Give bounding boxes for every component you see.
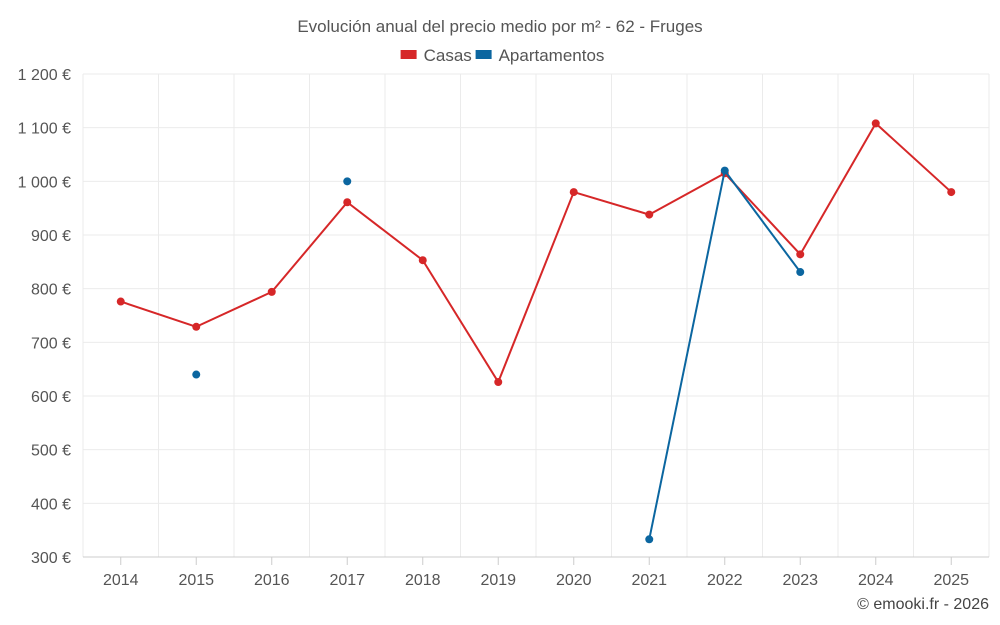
series-line-segment bbox=[573, 191, 650, 216]
y-tick-label: 1 000 € bbox=[18, 174, 71, 191]
y-tick-label: 400 € bbox=[31, 496, 71, 513]
series-line-segment bbox=[497, 191, 575, 383]
grid bbox=[82, 73, 990, 557]
data-point bbox=[645, 535, 654, 544]
y-tick-label: 1 200 € bbox=[18, 67, 71, 84]
x-tick-label: 2021 bbox=[631, 572, 667, 589]
series-line-segment bbox=[421, 259, 500, 383]
data-point bbox=[947, 188, 956, 197]
data-point bbox=[871, 119, 880, 128]
y-tick-label: 600 € bbox=[31, 389, 71, 406]
series-line-segment bbox=[270, 201, 349, 293]
y-tick-label: 700 € bbox=[31, 335, 71, 352]
legend-label: Apartamentos bbox=[499, 46, 605, 65]
legend-swatch bbox=[475, 50, 492, 59]
y-tick-label: 300 € bbox=[31, 550, 71, 567]
x-tick-label: 2020 bbox=[556, 572, 592, 589]
series-layer bbox=[116, 119, 956, 544]
series-line-segment bbox=[648, 172, 726, 216]
data-point bbox=[494, 378, 503, 387]
data-point bbox=[192, 370, 201, 379]
legend: Casas Apartamentos bbox=[400, 46, 605, 65]
series-line-segment bbox=[195, 290, 273, 328]
y-tick-label: 500 € bbox=[31, 443, 71, 460]
data-point bbox=[796, 250, 805, 259]
axes: 300 € 400 € 500 € 600 € 700 € 800 € 900 € 1 000… bbox=[18, 67, 989, 589]
x-tick-label: 2018 bbox=[405, 572, 441, 589]
legend-item-apartamentos[interactable]: Apartamentos bbox=[475, 46, 605, 65]
y-tick-label: 1 100 € bbox=[18, 121, 71, 138]
x-tick-label: 2022 bbox=[707, 572, 743, 589]
data-point bbox=[343, 177, 352, 186]
data-point bbox=[343, 198, 352, 207]
x-tick-label: 2014 bbox=[103, 572, 139, 589]
series-line-segment bbox=[875, 122, 952, 193]
x-tick-label: 2016 bbox=[254, 572, 290, 589]
data-point bbox=[116, 297, 125, 306]
x-tick-label: 2025 bbox=[933, 572, 969, 589]
data-point bbox=[267, 287, 276, 296]
x-tick-label: 2019 bbox=[480, 572, 516, 589]
legend-swatch bbox=[400, 50, 417, 59]
data-point bbox=[192, 322, 201, 331]
legend-label: Casas bbox=[424, 46, 472, 65]
series-apartamentos bbox=[192, 166, 805, 544]
legend-item-casas[interactable]: Casas bbox=[400, 46, 472, 65]
data-point bbox=[418, 256, 427, 265]
chart-title: Evolución anual del precio medio por m² … bbox=[297, 17, 702, 36]
y-tick-label: 900 € bbox=[31, 228, 71, 245]
series-line-segment bbox=[346, 201, 424, 262]
series-line-segment bbox=[723, 170, 802, 273]
x-tick-label: 2015 bbox=[178, 572, 214, 589]
data-point bbox=[720, 166, 729, 175]
series-line-segment bbox=[799, 122, 877, 255]
series-line-segment bbox=[120, 300, 197, 328]
x-tick-label: 2024 bbox=[858, 572, 894, 589]
y-tick-label: 800 € bbox=[31, 282, 71, 299]
data-point bbox=[796, 268, 805, 277]
x-tick-label: 2017 bbox=[329, 572, 365, 589]
x-tick-label: 2023 bbox=[782, 572, 818, 589]
data-point bbox=[645, 210, 654, 219]
credit-text: © emooki.fr - 2026 bbox=[857, 596, 989, 613]
series-line-segment bbox=[648, 170, 726, 540]
data-point bbox=[569, 188, 578, 197]
